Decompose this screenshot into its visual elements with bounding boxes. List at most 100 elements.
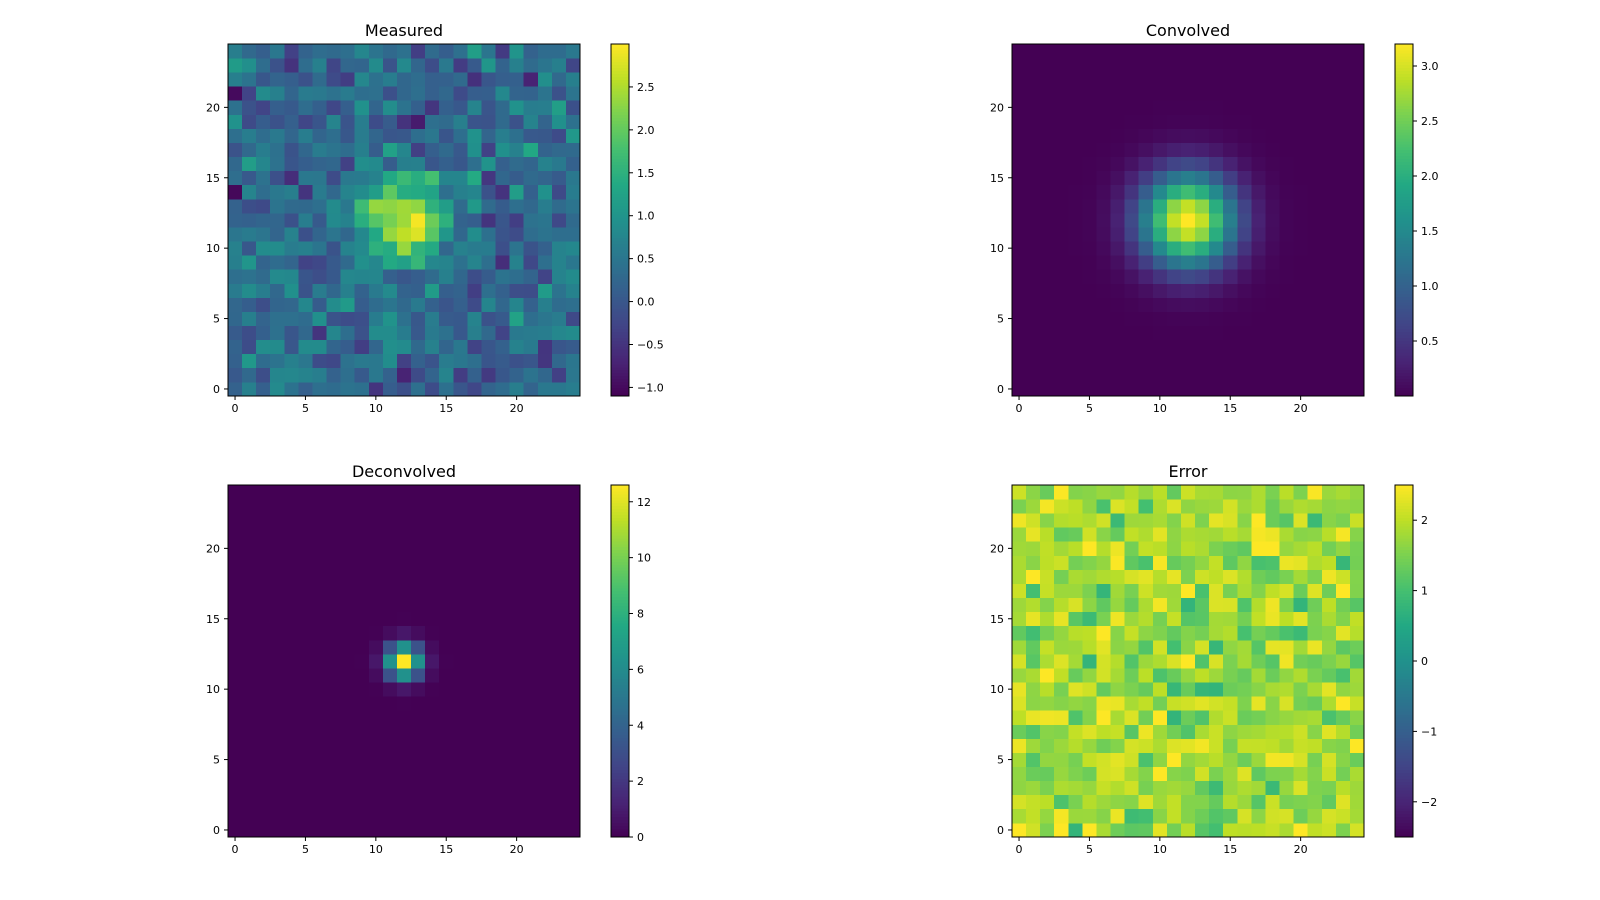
heatmap-cell: [509, 682, 525, 697]
heatmap-cell: [1279, 513, 1294, 528]
heatmap-cell: [1152, 212, 1168, 228]
heatmap-cell: [1180, 114, 1196, 129]
colorbar-tick-label: 2: [1421, 514, 1428, 527]
heatmap-cell: [551, 752, 567, 767]
colorbar-segment: [611, 158, 629, 162]
colorbar-tick-label: 1.0: [1421, 280, 1439, 293]
heatmap-cell: [396, 367, 412, 383]
heatmap-cell: [495, 738, 510, 753]
colorbar-segment: [1395, 337, 1413, 341]
heatmap-cell: [1096, 297, 1111, 312]
heatmap-cell: [481, 724, 496, 739]
heatmap-cell: [1321, 184, 1337, 200]
heatmap-cell: [1223, 339, 1238, 355]
heatmap-cell: [523, 184, 539, 200]
heatmap-cell: [1335, 822, 1351, 838]
heatmap-cell: [523, 44, 539, 59]
heatmap-cell: [256, 241, 271, 256]
heatmap-cell: [467, 597, 482, 613]
heatmap-cell: [565, 339, 581, 355]
heatmap-cell: [1096, 710, 1111, 725]
heatmap-cell: [1012, 227, 1027, 242]
heatmap-cell: [1040, 611, 1055, 627]
heatmap-cell: [411, 766, 426, 782]
heatmap-cell: [411, 44, 426, 59]
heatmap-cell: [1096, 639, 1111, 655]
heatmap-cell: [1054, 128, 1069, 143]
heatmap-cell: [411, 822, 426, 838]
heatmap-cell: [551, 780, 567, 796]
heatmap-cell: [326, 583, 342, 599]
heatmap-cell: [1054, 114, 1069, 129]
heatmap-cell: [382, 724, 398, 739]
heatmap-cell: [1012, 808, 1027, 824]
heatmap-cell: [298, 682, 313, 697]
heatmap-cell: [551, 541, 567, 556]
colorbar-segment: [1395, 772, 1413, 776]
heatmap-cell: [396, 297, 412, 312]
heatmap-cell: [453, 241, 468, 256]
heatmap-cell: [1040, 170, 1055, 186]
heatmap-cell: [467, 114, 482, 129]
colorbar-segment: [1395, 296, 1413, 300]
colorbar-segment: [611, 693, 629, 697]
y-tick-label: 5: [997, 313, 1004, 326]
heatmap-cell: [1068, 710, 1083, 725]
heatmap-cell: [1054, 170, 1069, 186]
heatmap-cell: [1293, 58, 1309, 73]
heatmap-cell: [1237, 339, 1252, 355]
heatmap-cell: [1349, 724, 1365, 739]
heatmap-cell: [1321, 198, 1337, 214]
heatmap-cell: [439, 255, 454, 270]
heatmap-cell: [1054, 682, 1069, 697]
colorbar-segment: [1395, 537, 1413, 542]
heatmap-cell: [1279, 485, 1294, 500]
heatmap-cell: [1166, 724, 1182, 739]
heatmap-cell: [453, 297, 468, 312]
colorbar-segment: [611, 281, 629, 286]
heatmap-cell: [509, 527, 525, 542]
heatmap-cell: [1349, 738, 1365, 753]
heatmap-cell: [326, 485, 342, 500]
heatmap-cell: [509, 766, 525, 782]
heatmap-cell: [1209, 738, 1224, 753]
heatmap-cell: [1223, 653, 1238, 669]
colorbar-segment: [611, 625, 629, 630]
heatmap-cell: [425, 100, 440, 115]
heatmap-cell: [1012, 668, 1027, 683]
heatmap-cell: [411, 325, 426, 341]
heatmap-cell: [467, 283, 482, 298]
colorbar-segment: [611, 746, 629, 750]
heatmap-cell: [411, 555, 426, 570]
heatmap-cell: [228, 325, 243, 341]
heatmap-cell: [1251, 339, 1266, 355]
heatmap-cell: [354, 198, 370, 214]
heatmap-cell: [1321, 353, 1337, 369]
heatmap-cell: [1096, 822, 1111, 838]
heatmap-cell: [523, 311, 539, 326]
heatmap-cell: [1124, 283, 1140, 298]
heatmap-cell: [228, 184, 243, 200]
heatmap-cell: [1321, 227, 1337, 242]
colorbar-segment: [611, 325, 629, 330]
heatmap-cell: [312, 724, 327, 739]
heatmap-cell: [1307, 682, 1323, 697]
heatmap-cell: [354, 184, 370, 200]
heatmap-cell: [439, 696, 454, 711]
heatmap-cell: [453, 58, 468, 73]
heatmap-cell: [1026, 766, 1041, 782]
colorbar-segment: [1395, 534, 1413, 539]
heatmap-cell: [1265, 583, 1280, 599]
heatmap-cell: [1138, 114, 1154, 129]
colorbar-segment: [611, 354, 629, 359]
heatmap-cell: [1124, 766, 1140, 782]
heatmap-cell: [1209, 339, 1224, 355]
colorbar-segment: [611, 90, 629, 95]
colorbar-segment: [611, 93, 629, 98]
heatmap-cell: [270, 780, 285, 796]
heatmap-cell: [481, 696, 496, 711]
heatmap-cell: [1293, 100, 1309, 115]
colorbar-segment: [1395, 258, 1413, 262]
heatmap-cell: [1068, 653, 1083, 669]
heatmap-cell: [411, 611, 426, 627]
